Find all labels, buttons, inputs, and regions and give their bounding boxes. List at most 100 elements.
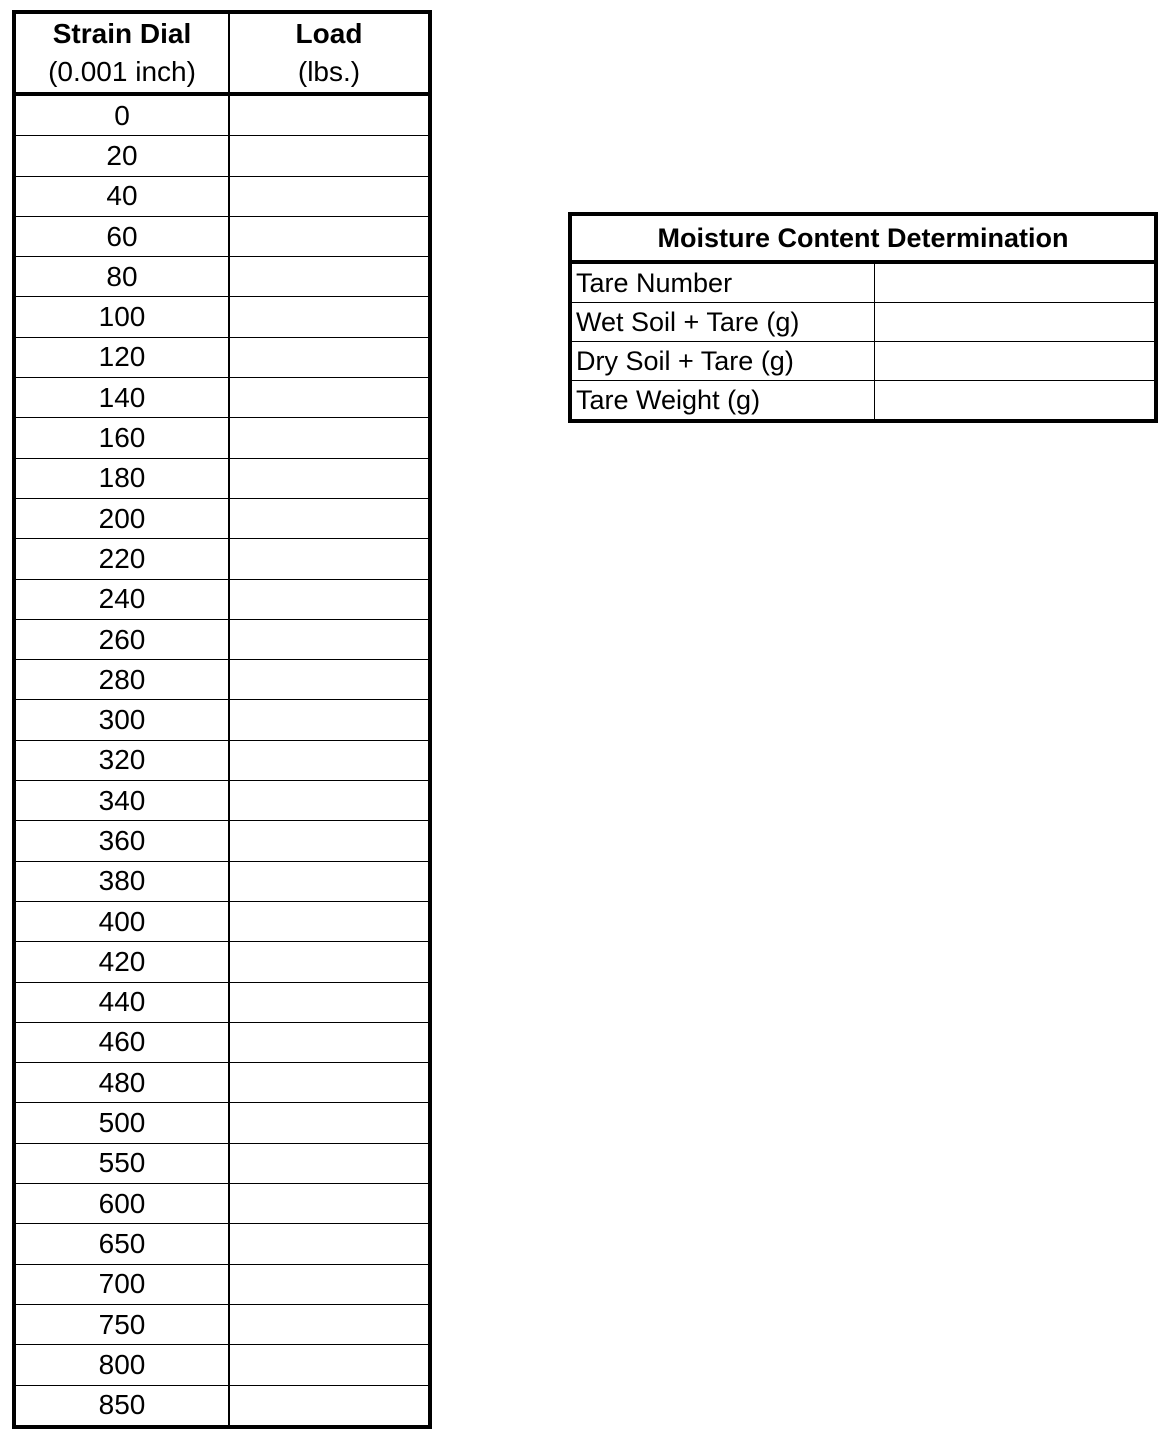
load-cell[interactable] — [228, 618, 431, 661]
table-row: 750 — [13, 1303, 431, 1346]
strain-dial-cell: 360 — [13, 820, 230, 862]
load-cell[interactable] — [228, 900, 431, 943]
table-row: 460 — [13, 1021, 431, 1064]
load-cell[interactable] — [228, 1062, 431, 1104]
load-cell[interactable] — [228, 1142, 431, 1185]
table-row: 480 — [13, 1062, 431, 1104]
strain-dial-cell: 400 — [13, 900, 230, 943]
table-row: 140 — [13, 377, 431, 419]
load-cell[interactable] — [228, 497, 431, 540]
strain-dial-cell: 200 — [13, 497, 230, 540]
moisture-label-cell: Dry Soil + Tare (g) — [569, 341, 875, 381]
load-cell[interactable] — [228, 1344, 431, 1386]
table-row: 40 — [13, 175, 431, 217]
table-row: 260 — [13, 618, 431, 661]
load-title: Load — [295, 18, 363, 49]
load-cell[interactable] — [228, 538, 431, 580]
load-cell[interactable] — [228, 699, 431, 741]
load-cell[interactable] — [228, 1223, 431, 1265]
strain-dial-cell: 100 — [13, 296, 230, 338]
table-row: 220 — [13, 538, 431, 580]
table-row: 280 — [13, 659, 431, 701]
table-row: 320 — [13, 739, 431, 782]
strain-dial-cell: 500 — [13, 1102, 230, 1144]
moisture-label-cell: Wet Soil + Tare (g) — [569, 302, 875, 342]
load-cell[interactable] — [228, 135, 431, 177]
strain-dial-cell: 800 — [13, 1344, 230, 1386]
moisture-label-cell: Tare Weight (g) — [569, 380, 875, 422]
table-row: 700 — [13, 1263, 431, 1305]
table-row: 100 — [13, 296, 431, 338]
load-cell[interactable] — [228, 1021, 431, 1064]
strain-dial-cell: 280 — [13, 659, 230, 701]
load-cell[interactable] — [228, 93, 431, 137]
load-cell[interactable] — [228, 1102, 431, 1144]
load-cell[interactable] — [228, 981, 431, 1023]
table-row: 650 — [13, 1223, 431, 1265]
load-cell[interactable] — [228, 820, 431, 862]
moisture-value-cell[interactable] — [874, 261, 1157, 303]
moisture-value-cell[interactable] — [874, 302, 1157, 342]
strain-dial-cell: 650 — [13, 1223, 230, 1265]
load-cell[interactable] — [228, 860, 431, 902]
strain-dial-cell: 0 — [13, 93, 230, 137]
table-row: 0 — [13, 93, 431, 137]
load-cell[interactable] — [228, 175, 431, 217]
strain-dial-cell: 40 — [13, 175, 230, 217]
moisture-value-cell[interactable] — [874, 341, 1157, 381]
moisture-title: Moisture Content Determination — [570, 214, 1156, 264]
load-cell[interactable] — [228, 1183, 431, 1225]
load-cell[interactable] — [228, 1384, 431, 1428]
strain-dial-cell: 850 — [13, 1384, 230, 1428]
moisture-title-row: Moisture Content Determination — [570, 214, 1156, 264]
strain-dial-cell: 440 — [13, 981, 230, 1023]
table-row: 180 — [13, 457, 431, 499]
table-row: Dry Soil + Tare (g) — [569, 341, 1157, 381]
strain-dial-unit: (0.001 inch) — [48, 56, 196, 87]
table-row: 850 — [13, 1384, 431, 1428]
strain-dial-cell: 750 — [13, 1303, 230, 1346]
load-cell[interactable] — [228, 1263, 431, 1305]
table-row: 80 — [13, 256, 431, 298]
table-row: 340 — [13, 780, 431, 822]
table-row: Wet Soil + Tare (g) — [569, 302, 1157, 342]
strain-dial-cell: 550 — [13, 1142, 230, 1185]
load-cell[interactable] — [228, 457, 431, 499]
strain-dial-cell: 120 — [13, 336, 230, 379]
moisture-value-cell[interactable] — [874, 380, 1157, 422]
load-cell[interactable] — [228, 377, 431, 419]
moisture-content-table: Moisture Content Determination Tare Numb… — [568, 212, 1158, 423]
load-cell[interactable] — [228, 417, 431, 459]
table-row: 440 — [13, 981, 431, 1023]
strain-dial-cell: 140 — [13, 377, 230, 419]
strain-dial-cell: 300 — [13, 699, 230, 741]
table-row: 400 — [13, 900, 431, 943]
strain-dial-cell: 260 — [13, 618, 230, 661]
strain-dial-cell: 420 — [13, 941, 230, 983]
strain-dial-cell: 160 — [13, 417, 230, 459]
strain-dial-cell: 480 — [13, 1062, 230, 1104]
load-cell[interactable] — [228, 739, 431, 782]
strain-dial-cell: 380 — [13, 860, 230, 902]
load-cell[interactable] — [228, 1303, 431, 1346]
load-cell[interactable] — [228, 296, 431, 338]
load-cell[interactable] — [228, 941, 431, 983]
strain-dial-cell: 60 — [13, 215, 230, 258]
header-row: Strain Dial (0.001 inch) Load (lbs.) — [13, 11, 431, 96]
load-cell[interactable] — [228, 256, 431, 298]
table-row: 200 — [13, 497, 431, 540]
strain-dial-cell: 460 — [13, 1021, 230, 1064]
load-cell[interactable] — [228, 336, 431, 379]
strain-dial-cell: 320 — [13, 739, 230, 782]
load-cell[interactable] — [228, 659, 431, 701]
load-unit: (lbs.) — [297, 56, 361, 87]
strain-dial-cell: 340 — [13, 780, 230, 822]
strain-dial-header: Strain Dial (0.001 inch) — [13, 11, 230, 96]
table-row: Tare Weight (g) — [569, 380, 1157, 422]
table-row: 160 — [13, 417, 431, 459]
load-cell[interactable] — [228, 578, 431, 620]
load-cell[interactable] — [228, 780, 431, 822]
strain-dial-cell: 20 — [13, 135, 230, 177]
load-header: Load (lbs.) — [228, 11, 431, 96]
load-cell[interactable] — [228, 215, 431, 258]
